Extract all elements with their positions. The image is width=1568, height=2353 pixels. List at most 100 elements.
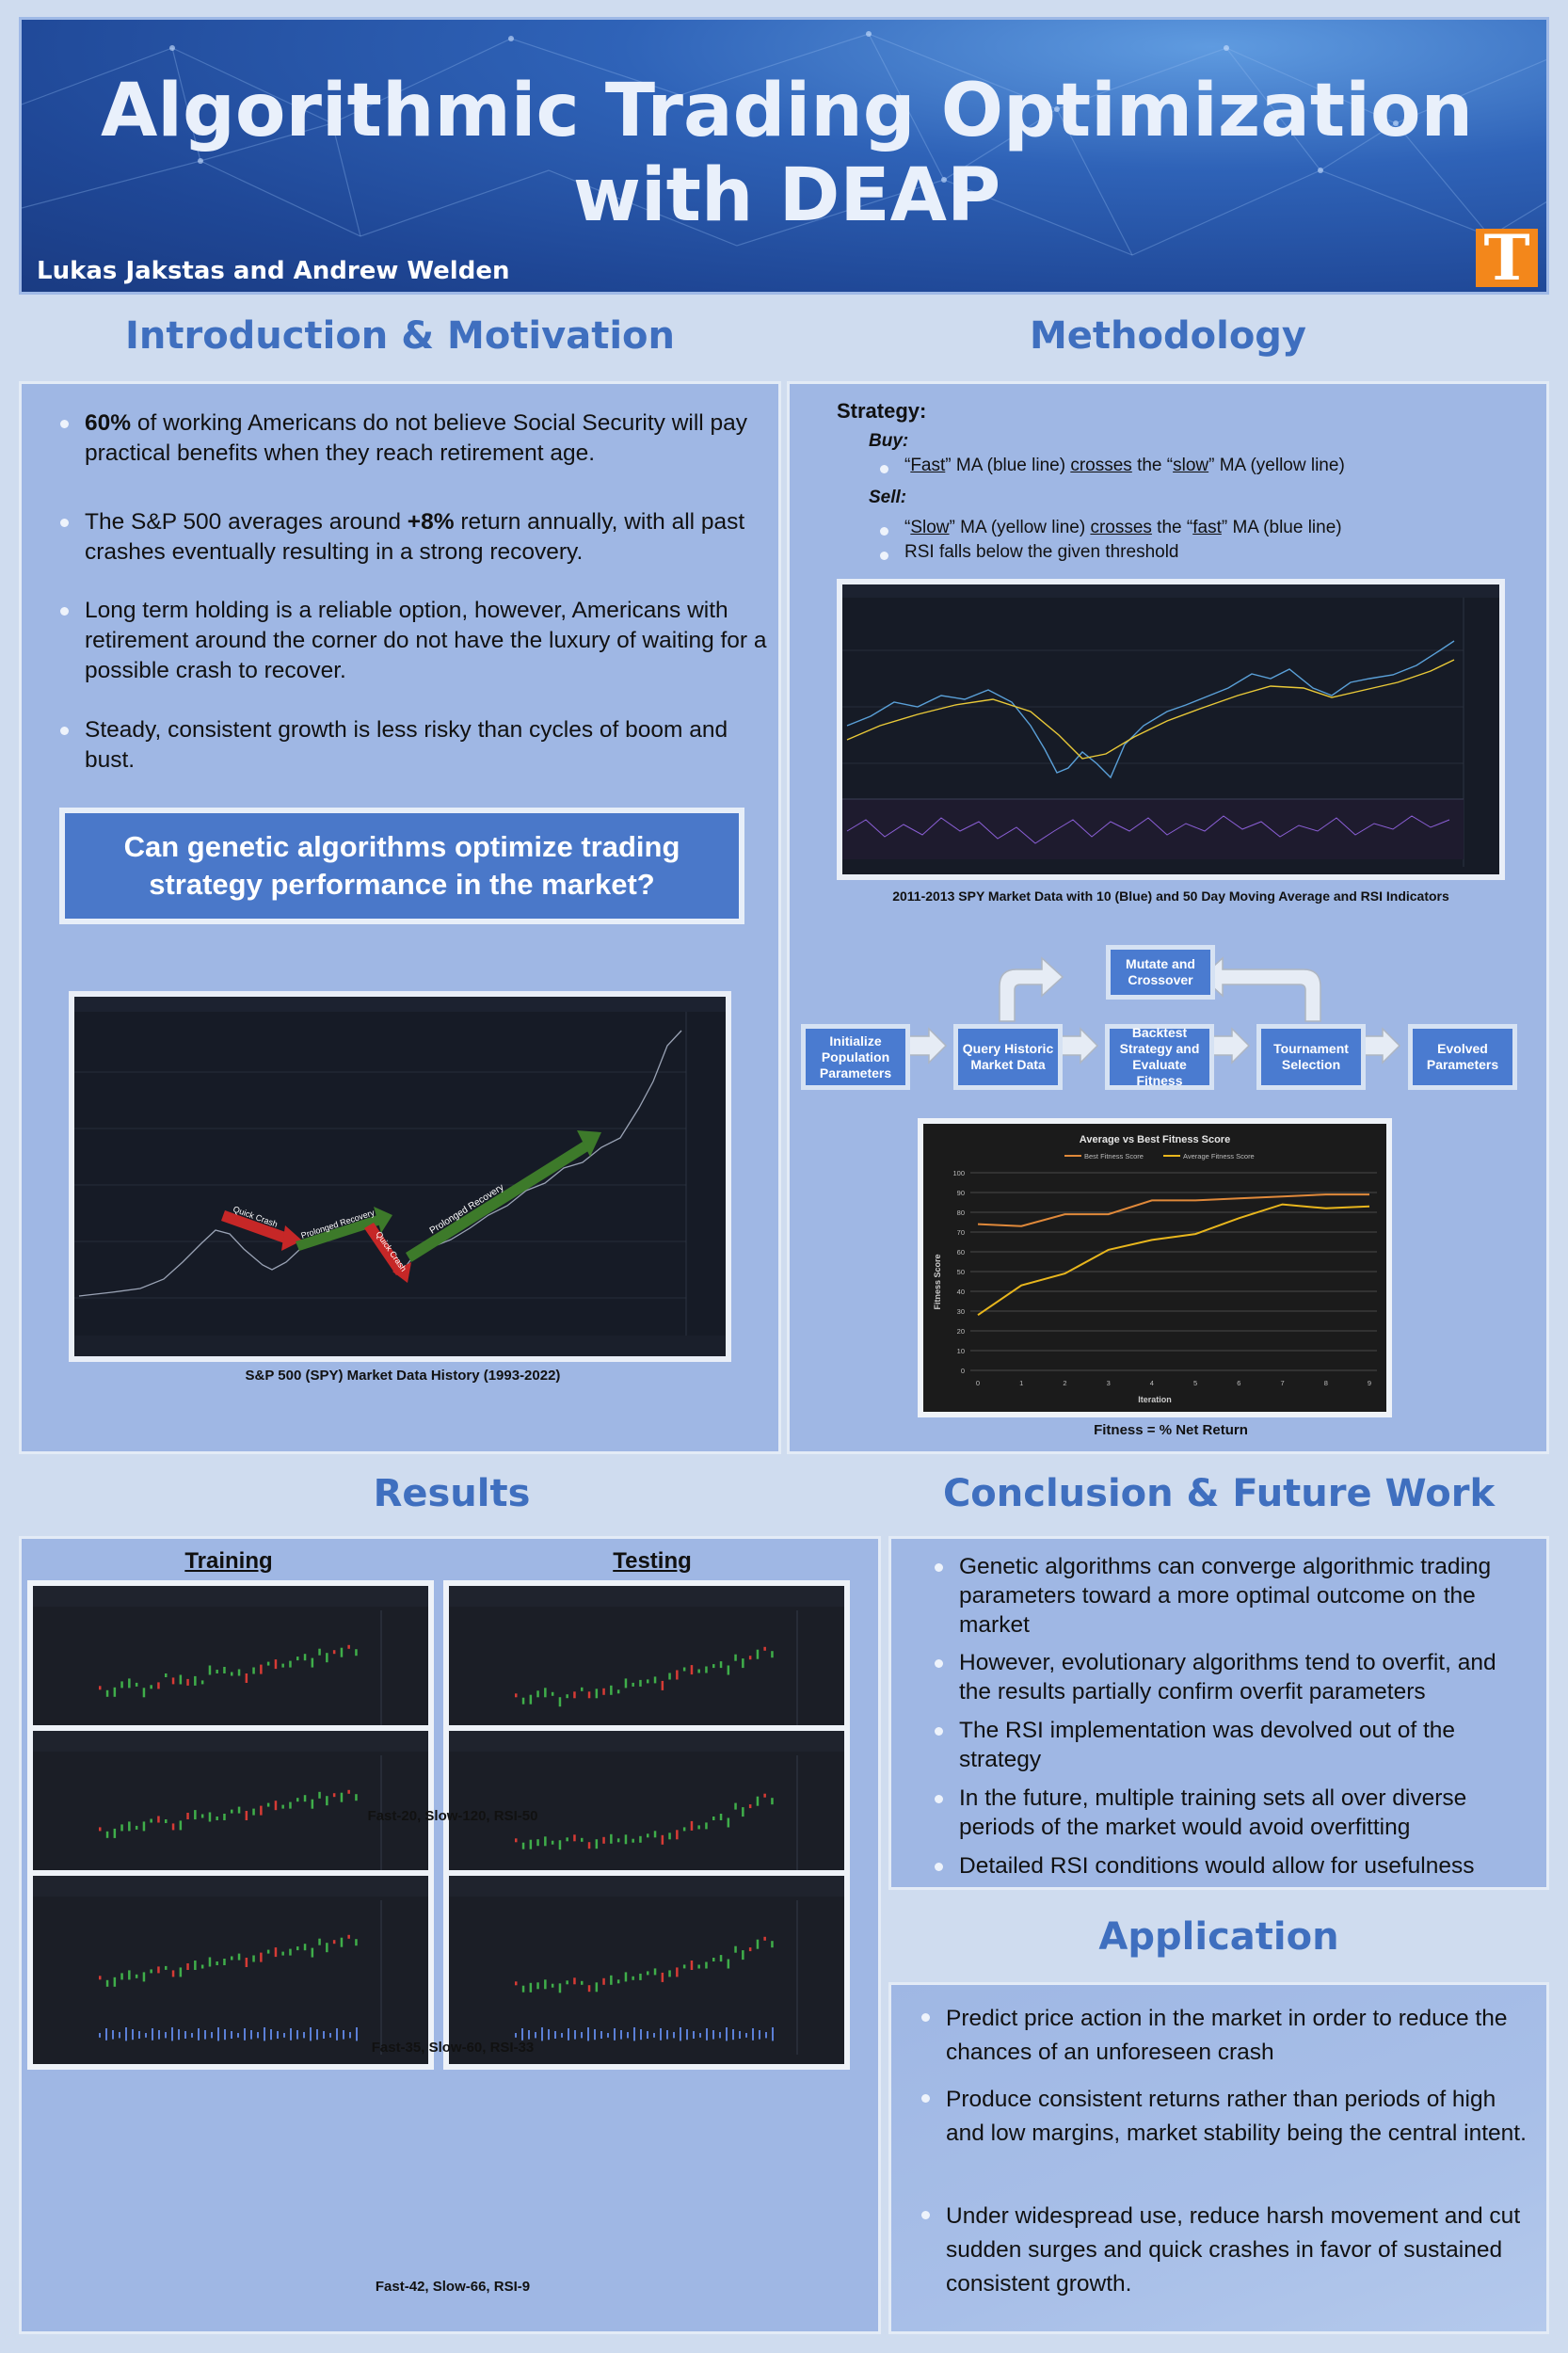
rule-slow: Slow [910, 518, 950, 537]
sell-rule-1: “Slow” MA (yellow line) crosses the “fas… [880, 516, 1342, 540]
chart-legend: Best Fitness Score Average Fitness Score [1064, 1152, 1255, 1160]
flow-evolved-parameters: Evolved Parameters [1408, 1024, 1517, 1090]
chart-title: Average vs Best Fitness Score [1080, 1134, 1230, 1145]
stat-60-percent: 60% [85, 410, 132, 436]
backtest-drawing [33, 1876, 428, 2055]
quick-crash-arrow-2: Quick Crash [364, 1223, 411, 1283]
application-heading: Application [1098, 1915, 1339, 1959]
result-caption-3: Fast-42, Slow-66, RSI-9 [375, 2279, 531, 2295]
sp500-chart-drawing: Quick Crash Prolonged Recovery Quick Cra… [74, 997, 726, 1356]
x-tick-label: 9 [1368, 1379, 1371, 1387]
y-tick-label: 60 [957, 1248, 965, 1257]
bullet-text: of working Americans do not believe Soci… [85, 410, 748, 466]
x-tick-label: 4 [1150, 1379, 1154, 1387]
y-tick-label: 10 [957, 1347, 965, 1355]
conclusion-bullet-2: However, evolutionary algorithms tend to… [935, 1648, 1533, 1706]
y-tick-label: 80 [957, 1209, 965, 1217]
best-fitness-line [977, 1193, 1369, 1227]
title-line-1: Algorithmic Trading Optimization [100, 69, 1474, 153]
intro-heading: Introduction & Motivation [124, 314, 675, 358]
x-tick-label: 0 [976, 1379, 980, 1387]
bullet-text: return annually, with all past crashes e… [85, 509, 745, 565]
sp500-caption: S&P 500 (SPY) Market Data History (1993-… [245, 1368, 561, 1384]
x-tick-label: 8 [1324, 1379, 1328, 1387]
flow-backtest: Backtest Strategy and Evaluate Fitness [1105, 1024, 1214, 1090]
y-tick-label: 90 [957, 1189, 965, 1197]
conclusion-heading: Conclusion & Future Work [942, 1472, 1496, 1515]
y-tick-label: 0 [961, 1367, 965, 1375]
average-fitness-line [977, 1203, 1370, 1317]
prolonged-recovery-arrow-2: Prolonged Recovery [406, 1130, 601, 1262]
buy-rule: “Fast” MA (blue line) crosses the “slow”… [880, 454, 1345, 478]
stat-8-percent: +8% [407, 509, 455, 535]
results-heading: Results [373, 1472, 531, 1515]
y-tick-label: 100 [952, 1169, 965, 1177]
bullet-text: The S&P 500 averages around [85, 509, 408, 535]
conclusion-bullet-1: Genetic algorithms can converge algorith… [935, 1552, 1524, 1640]
rule-text: ” MA (blue line) [1221, 518, 1342, 537]
rule-crosses: crosses [1090, 518, 1152, 537]
fitness-chart: Average vs Best Fitness Score Best Fitne… [918, 1118, 1392, 1417]
legend-best: Best Fitness Score [1084, 1152, 1144, 1160]
methodology-heading: Methodology [1029, 314, 1307, 358]
x-tick-label: 3 [1107, 1379, 1111, 1387]
buy-label: Buy: [869, 431, 909, 451]
flow-init-population: Initialize Population Parameters [801, 1024, 910, 1090]
y-tick-label: 50 [957, 1268, 965, 1276]
quick-crash-arrow-1: Quick Crash [221, 1204, 302, 1251]
sell-rule-2: RSI falls below the given threshold [880, 540, 1179, 565]
intro-bullet-3: Long term holding is a reliable option, … [60, 596, 772, 686]
backtest-drawing [449, 1876, 844, 2055]
backtest-screenshot-testing-3 [443, 1870, 850, 2070]
rule-fast: fast [1192, 518, 1222, 537]
y-tick-label: 30 [957, 1307, 965, 1316]
backtest-screenshot-training-3 [27, 1870, 434, 2070]
university-logo: T [1476, 221, 1538, 295]
flow-mutate-crossover: Mutate and Crossover [1106, 945, 1215, 1000]
spy-market-drawing [842, 584, 1499, 867]
logo-letter: T [1483, 221, 1530, 295]
rule-slow: slow [1173, 456, 1209, 475]
rule-text: the “ [1131, 456, 1174, 475]
title-line-2: with DEAP [572, 153, 1001, 238]
intro-panel: 60% of working Americans do not believe … [19, 381, 781, 1454]
intro-bullet-2: The S&P 500 averages around +8% return a… [60, 507, 772, 568]
spy-market-caption: 2011-2013 SPY Market Data with 10 (Blue)… [892, 888, 1449, 904]
application-bullet-1: Predict price action in the market in or… [921, 2002, 1529, 2070]
rule-crosses: crosses [1070, 456, 1132, 475]
result-caption-2: Fast-35, Slow-60, RSI-33 [371, 2040, 535, 2056]
application-bullet-2: Produce consistent returns rather than p… [921, 2083, 1529, 2151]
x-tick-label: 2 [1063, 1379, 1066, 1387]
application-bullet-3: Under widespread use, reduce harsh movem… [921, 2200, 1529, 2301]
conclusion-bullet-3: The RSI implementation was devolved out … [935, 1716, 1524, 1774]
rule-text: the “ [1151, 518, 1193, 537]
flowchart-arrows [903, 956, 1401, 1064]
bullet-text: Steady, consistent growth is less risky … [85, 717, 728, 773]
authors: Lukas Jakstas and Andrew Welden [37, 257, 510, 285]
bullet-text: Long term holding is a reliable option, … [85, 598, 767, 683]
rule-text: “ [904, 456, 911, 475]
spy-market-image [837, 579, 1505, 880]
rule-text: “ [904, 518, 911, 537]
x-tick-label: 7 [1280, 1379, 1284, 1387]
conclusion-panel: Genetic algorithms can converge algorith… [888, 1536, 1549, 1890]
legend-average: Average Fitness Score [1183, 1152, 1255, 1160]
y-tick-label: 20 [957, 1327, 965, 1336]
title-banner: Algorithmic Trading Optimization with DE… [19, 17, 1549, 295]
y-tick-label: 40 [957, 1288, 965, 1296]
conclusion-bullet-5: Detailed RSI conditions would allow for … [935, 1851, 1524, 1881]
sp500-chart-image: Quick Crash Prolonged Recovery Quick Cra… [69, 991, 731, 1362]
intro-bullet-1: 60% of working Americans do not believe … [60, 408, 772, 469]
rule-text: ” MA (yellow line) [949, 518, 1091, 537]
methodology-panel: Strategy: Buy: “Fast” MA (blue line) cro… [787, 381, 1549, 1454]
results-panel: Training Testing Fast-20, Slow-120, RSI-… [19, 1536, 881, 2334]
testing-label: Testing [613, 1548, 692, 1574]
rule-text: ” MA (yellow line) [1208, 456, 1345, 475]
flow-tournament-selection: Tournament Selection [1256, 1024, 1366, 1090]
y-tick-label: 70 [957, 1228, 965, 1237]
x-tick-label: 5 [1193, 1379, 1197, 1387]
research-question: Can genetic algorithms optimize trading … [59, 808, 744, 924]
x-tick-label: 6 [1237, 1379, 1240, 1387]
y-axis-label: Fitness Score [933, 1254, 942, 1309]
intro-bullet-4: Steady, consistent growth is less risky … [60, 715, 772, 776]
